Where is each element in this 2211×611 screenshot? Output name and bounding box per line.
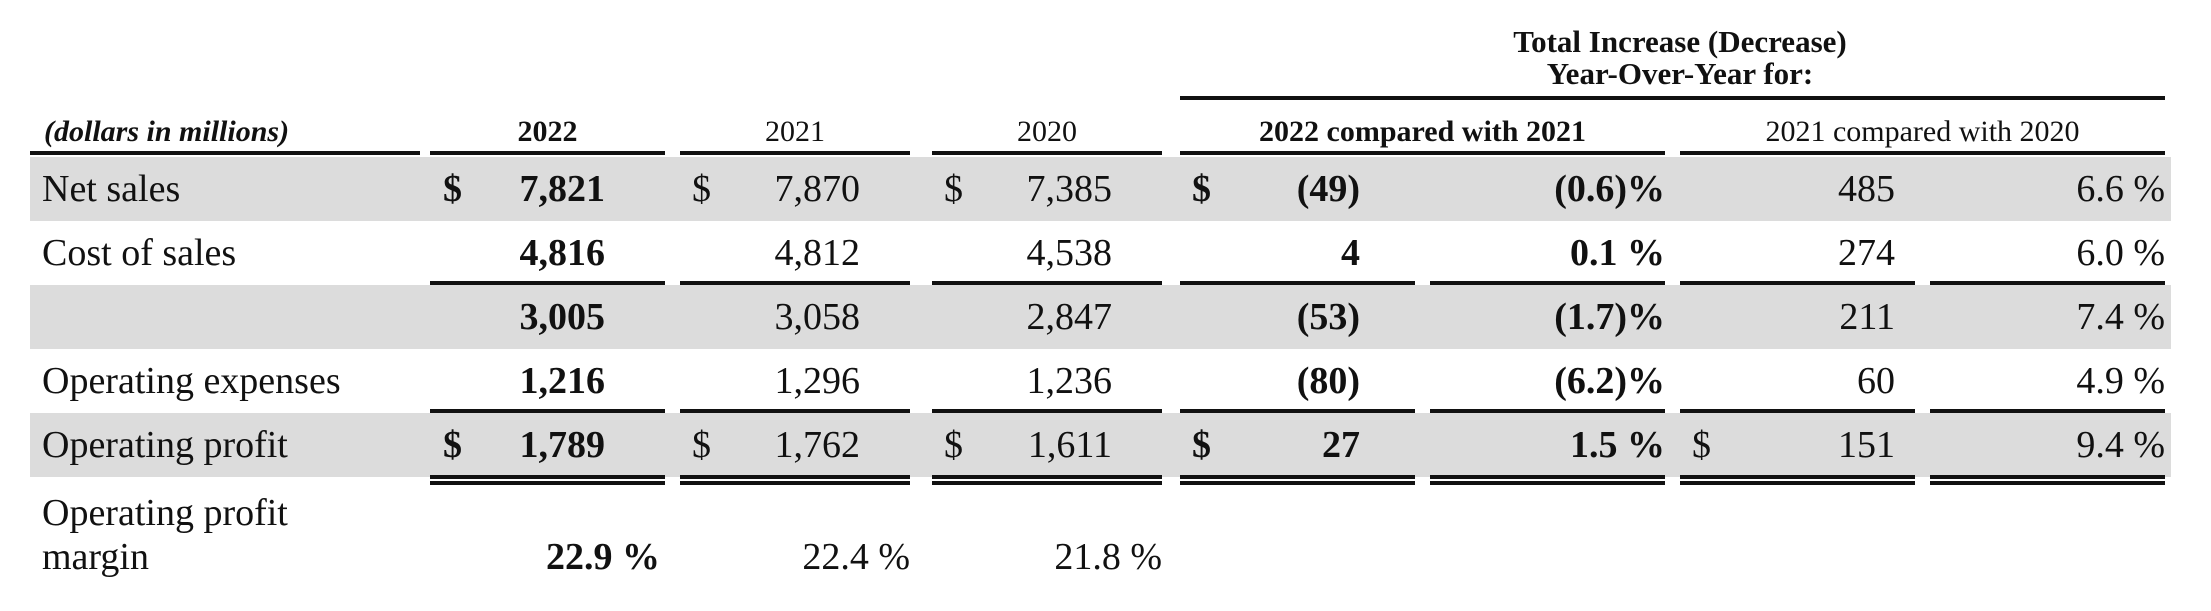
value-2021: 1,762 [774,424,861,466]
value-2020: 4,538 [1026,232,1113,274]
header-rule [932,151,1162,155]
subtotal-rule [1680,281,1915,285]
row-band-operating-profit [30,413,2171,477]
value-2020: 2,847 [1026,296,1113,338]
value-2022: 3,005 [519,296,606,338]
subtotal-rule [932,409,1162,413]
pct-change-2021: 7.4 % [2076,296,2165,338]
change-2022: (49) [1296,168,1360,210]
row-label: Cost of sales [42,232,237,274]
header-rule [1680,151,2165,155]
currency-symbol: $ [1192,168,1211,210]
value-2022: 1,789 [519,424,606,466]
header-rule [680,151,910,155]
value-2022: 4,816 [519,232,606,274]
value-2022: 7,821 [519,168,606,210]
col-header-2022-vs-2021: 2022 compared with 2021 [1259,115,1586,148]
subtotal-rule [1430,281,1665,285]
value-2021: 7,870 [774,168,861,210]
margin-label-line2: margin [42,536,149,578]
group-header-line1: Total Increase (Decrease) [1513,24,1847,59]
total-double-rule [1430,475,1665,485]
row-label: Net sales [42,168,181,210]
row-band-gross-profit [30,285,2171,349]
change-2022: 27 [1322,424,1360,466]
col-header-2021-vs-2020: 2021 compared with 2020 [1765,115,2080,148]
header-rule [30,151,420,155]
pct-change-2021: 9.4 % [2076,424,2165,466]
value-2022: 1,216 [519,360,606,402]
value-2020: 1,611 [1027,424,1112,466]
currency-symbol: $ [692,424,711,466]
value-2021: 1,296 [774,360,861,402]
pct-change-2021: 6.0 % [2076,232,2165,274]
row-label: Operating expenses [42,360,341,402]
currency-symbol: $ [443,168,462,210]
total-double-rule [430,475,665,485]
change-2021: 274 [1838,232,1895,274]
header-rule [1180,151,1665,155]
subtotal-rule [430,281,665,285]
currency-symbol: $ [1692,424,1711,466]
pct-change-2022: 0.1 % [1570,232,1665,274]
change-2022: (53) [1296,296,1360,338]
subtotal-rule [430,409,665,413]
value-2021: 4,812 [774,232,861,274]
total-double-rule [1930,475,2165,485]
change-2021: 211 [1839,296,1895,338]
pct-change-2022: 1.5 % [1570,424,1665,466]
col-header-2021: 2021 [765,115,825,148]
row-label: Operating profit [42,424,288,466]
change-2021: 151 [1838,424,1895,466]
margin-2021: 22.4 % [802,536,910,578]
currency-symbol: $ [944,424,963,466]
subtotal-rule [1430,409,1665,413]
subtotal-rule [1930,409,2165,413]
subtotal-rule [1180,281,1415,285]
value-2020: 7,385 [1026,168,1113,210]
units-label: (dollars in millions) [44,115,290,148]
margin-2022: 22.9 % [546,536,660,578]
change-2021: 60 [1857,360,1895,402]
change-2022: (80) [1296,360,1360,402]
subtotal-rule [680,281,910,285]
total-double-rule [1180,475,1415,485]
group-header-line2: Year-Over-Year for: [1546,56,1814,91]
change-2021: 485 [1838,168,1895,210]
total-double-rule [680,475,910,485]
currency-symbol: $ [692,168,711,210]
total-double-rule [1680,475,1915,485]
value-2021: 3,058 [774,296,861,338]
currency-symbol: $ [944,168,963,210]
pct-change-2021: 4.9 % [2076,360,2165,402]
pct-change-2022: (1.7)% [1554,296,1665,338]
change-2022: 4 [1341,232,1360,274]
margin-2020: 21.8 % [1054,536,1162,578]
pct-change-2022: (6.2)% [1554,360,1665,402]
col-header-2020: 2020 [1017,115,1077,148]
header-rule [430,151,665,155]
value-2020: 1,236 [1026,360,1113,402]
row-band-net-sales [30,157,2171,221]
subtotal-rule [1930,281,2165,285]
col-header-2022: 2022 [517,115,578,148]
pct-change-2021: 6.6 % [2076,168,2165,210]
subtotal-rule [932,281,1162,285]
currency-symbol: $ [443,424,462,466]
subtotal-rule [1180,409,1415,413]
pct-change-2022: (0.6)% [1554,168,1665,210]
subtotal-rule [1680,409,1915,413]
currency-symbol: $ [1192,424,1211,466]
margin-label-line1: Operating profit [42,492,288,534]
group-header-rule [1180,96,2165,100]
subtotal-rule [680,409,910,413]
total-double-rule [932,475,1162,485]
